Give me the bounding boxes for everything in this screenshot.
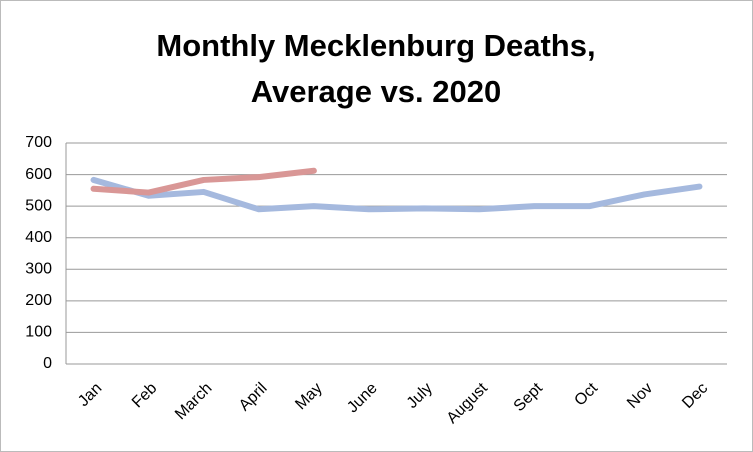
y-tick-label: 0	[43, 355, 52, 372]
y-tick-label: 100	[25, 324, 52, 341]
series-line	[90, 167, 317, 196]
chart-title: Monthly Mecklenburg Deaths,	[156, 28, 595, 63]
y-tick-label: 600	[25, 166, 52, 183]
y-tick-label: 500	[25, 197, 52, 214]
chart-title: Average vs. 2020	[251, 74, 501, 109]
series-line	[90, 176, 703, 213]
y-tick-label: 400	[25, 229, 52, 246]
y-tick-label: 700	[25, 134, 52, 151]
y-tick-label: 300	[25, 261, 52, 278]
y-tick-label: 200	[25, 292, 52, 309]
